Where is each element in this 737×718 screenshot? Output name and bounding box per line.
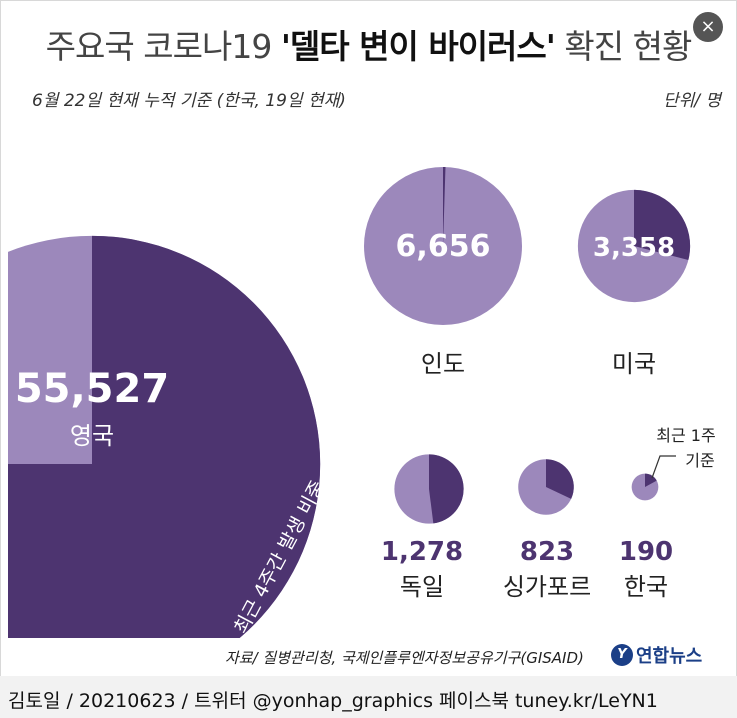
country-label: 미국: [612, 350, 656, 378]
page-title: 주요국 코로나19 '델타 변이 바이러스' 확진 현황: [0, 20, 737, 68]
country-label: 독일: [400, 573, 444, 601]
country-label: 한국: [624, 573, 668, 601]
country-label: 인도: [421, 350, 465, 378]
agency-logo: Y 연합뉴스: [611, 642, 702, 668]
agency-name: 연합뉴스: [636, 646, 703, 667]
close-button[interactable]: ×: [693, 12, 723, 42]
credit-line: 김토일 / 20210623 / 트위터 @yonhap_graphics 페이…: [8, 690, 658, 712]
value-label: 823: [520, 537, 574, 567]
title-suffix: 확진 현황: [554, 27, 692, 66]
recent-4weeks-slice: [429, 454, 464, 524]
recent-4weeks-slice: [443, 167, 446, 246]
value-label: 3,358: [593, 233, 675, 263]
value-label: 55,527: [15, 366, 169, 412]
recent-4weeks-slice: [546, 459, 574, 499]
recent-4weeks-slice: [8, 235, 321, 638]
value-label: 190: [619, 537, 673, 567]
unit-label: 단위/ 명: [662, 91, 721, 111]
footer-bar: [0, 676, 737, 718]
bubble-5: [518, 459, 574, 515]
bubble-1: [8, 235, 321, 638]
subtitle: 6월 22일 현재 누적 기준 (한국, 19일 현재): [32, 91, 346, 111]
korea-note-line2: 기준: [685, 451, 714, 470]
title-prefix: 주요국 코로나19: [45, 27, 281, 66]
source-text: 자료/ 질병관리청, 국제인플루엔자정보공유기구(GISAID): [225, 649, 584, 667]
value-label: 6,656: [396, 229, 491, 264]
recent-4weeks-slice: [634, 189, 691, 260]
country-label: 싱가포르: [503, 573, 591, 601]
korea-note-leader: [651, 455, 676, 479]
title-emphasis: '델타 변이 바이러스': [280, 27, 556, 66]
korea-note-line1: 최근 1주: [656, 426, 715, 445]
bubble-6: [631, 473, 659, 501]
bubble-3: [577, 189, 691, 303]
country-label: 영국: [70, 422, 114, 450]
close-icon: ×: [700, 16, 716, 37]
recent-4weeks-slice: [645, 473, 657, 487]
bubble-4: [394, 454, 464, 524]
value-label: 1,278: [381, 537, 463, 567]
agency-logo-icon: Y: [611, 644, 633, 666]
bubble-2: [364, 167, 522, 325]
